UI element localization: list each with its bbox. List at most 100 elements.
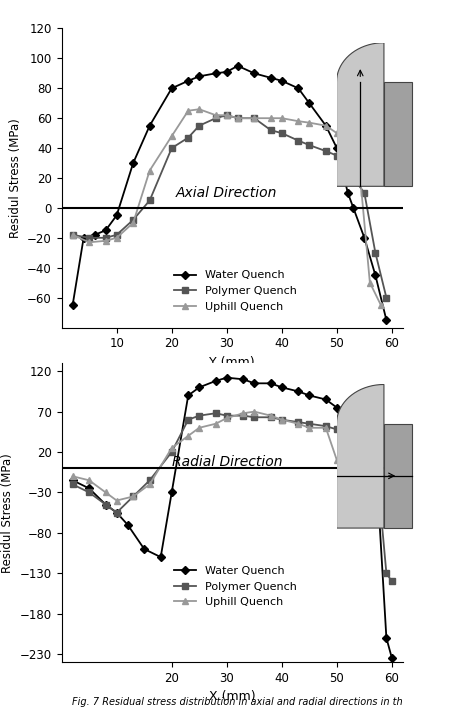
- Polymer Quench: [268, 413, 273, 422]
- Polymer Quench: [213, 409, 219, 417]
- Uphill Quench: [196, 424, 202, 432]
- Uphill Quench: [103, 488, 109, 497]
- Polymer Quench: [130, 492, 136, 501]
- Line: Uphill Quench: Uphill Quench: [70, 409, 395, 512]
- Uphill Quench: [196, 105, 202, 113]
- Uphill Quench: [224, 414, 229, 422]
- Polymer Quench: [389, 577, 395, 585]
- Water Quench: [334, 144, 340, 152]
- Water Quench: [251, 379, 257, 387]
- Polymer Quench: [213, 114, 219, 122]
- Water Quench: [383, 634, 389, 642]
- Water Quench: [147, 121, 153, 130]
- Polymer Quench: [114, 508, 119, 517]
- Polymer Quench: [70, 480, 75, 488]
- Polymer Quench: [356, 448, 362, 456]
- Polymer Quench: [224, 111, 229, 120]
- Water Quench: [169, 488, 174, 497]
- Text: Radial Direction: Radial Direction: [172, 455, 282, 468]
- Polymer Quench: [362, 189, 367, 197]
- Uphill Quench: [169, 444, 174, 452]
- Polygon shape: [337, 384, 384, 528]
- Uphill Quench: [86, 476, 92, 485]
- Polymer Quench: [334, 152, 340, 160]
- Legend: Water Quench, Polymer Quench, Uphill Quench: Water Quench, Polymer Quench, Uphill Que…: [170, 562, 301, 612]
- Polymer Quench: [86, 234, 92, 242]
- Water Quench: [81, 234, 86, 242]
- Uphill Quench: [86, 238, 92, 246]
- Polygon shape: [337, 43, 384, 187]
- Text: Fig. 7 Residual stress distribution in axial and radial directions in th: Fig. 7 Residual stress distribution in a…: [72, 697, 402, 707]
- Water Quench: [279, 383, 285, 392]
- Water Quench: [295, 84, 301, 93]
- Uphill Quench: [345, 456, 351, 464]
- Uphill Quench: [185, 431, 191, 440]
- Water Quench: [323, 121, 328, 130]
- Uphill Quench: [70, 231, 75, 239]
- Water Quench: [196, 383, 202, 392]
- Uphill Quench: [356, 159, 362, 167]
- X-axis label: X (mm): X (mm): [209, 691, 255, 703]
- Uphill Quench: [334, 129, 340, 137]
- Water Quench: [70, 300, 75, 309]
- Polymer Quench: [383, 293, 389, 302]
- Water Quench: [185, 77, 191, 85]
- Uphill Quench: [307, 118, 312, 127]
- Water Quench: [86, 484, 92, 493]
- Polymer Quench: [345, 444, 351, 452]
- Line: Water Quench: Water Quench: [70, 63, 390, 323]
- Polymer Quench: [86, 488, 92, 497]
- Polymer Quench: [70, 231, 75, 239]
- Polymer Quench: [345, 167, 351, 175]
- Polygon shape: [384, 82, 412, 187]
- Polymer Quench: [235, 114, 241, 122]
- Uphill Quench: [213, 419, 219, 428]
- Polymer Quench: [295, 137, 301, 145]
- Uphill Quench: [130, 219, 136, 227]
- Water Quench: [362, 234, 367, 242]
- Water Quench: [345, 440, 351, 449]
- Uphill Quench: [268, 412, 273, 420]
- Water Quench: [251, 69, 257, 78]
- Uphill Quench: [268, 114, 273, 122]
- Water Quench: [240, 375, 246, 384]
- Water Quench: [92, 231, 98, 239]
- Polymer Quench: [307, 141, 312, 150]
- Polymer Quench: [373, 248, 378, 257]
- Uphill Quench: [70, 472, 75, 481]
- Polymer Quench: [323, 422, 328, 431]
- Polymer Quench: [147, 196, 153, 205]
- Water Quench: [279, 77, 285, 85]
- Water Quench: [307, 99, 312, 108]
- Uphill Quench: [251, 114, 257, 122]
- Water Quench: [373, 448, 378, 456]
- Water Quench: [70, 476, 75, 485]
- Polymer Quench: [224, 412, 229, 420]
- Uphill Quench: [240, 409, 246, 417]
- Text: Axial Direction: Axial Direction: [176, 186, 277, 200]
- Polymer Quench: [169, 448, 174, 456]
- Polymer Quench: [114, 231, 119, 239]
- Line: Uphill Quench: Uphill Quench: [70, 106, 384, 308]
- Polymer Quench: [251, 413, 257, 422]
- Polymer Quench: [147, 476, 153, 485]
- Uphill Quench: [279, 415, 285, 424]
- Uphill Quench: [251, 407, 257, 416]
- Water Quench: [350, 204, 356, 212]
- Polymer Quench: [334, 425, 340, 434]
- Water Quench: [196, 72, 202, 80]
- Water Quench: [235, 62, 241, 70]
- Water Quench: [114, 211, 119, 219]
- Polymer Quench: [185, 133, 191, 142]
- Water Quench: [125, 520, 130, 529]
- Uphill Quench: [367, 278, 373, 287]
- Uphill Quench: [235, 114, 241, 122]
- Water Quench: [307, 391, 312, 399]
- Water Quench: [345, 189, 351, 197]
- Water Quench: [362, 446, 367, 455]
- Polymer Quench: [103, 234, 109, 242]
- Polymer Quench: [185, 415, 191, 424]
- Uphill Quench: [103, 236, 109, 245]
- Uphill Quench: [147, 480, 153, 488]
- Polymer Quench: [268, 126, 273, 135]
